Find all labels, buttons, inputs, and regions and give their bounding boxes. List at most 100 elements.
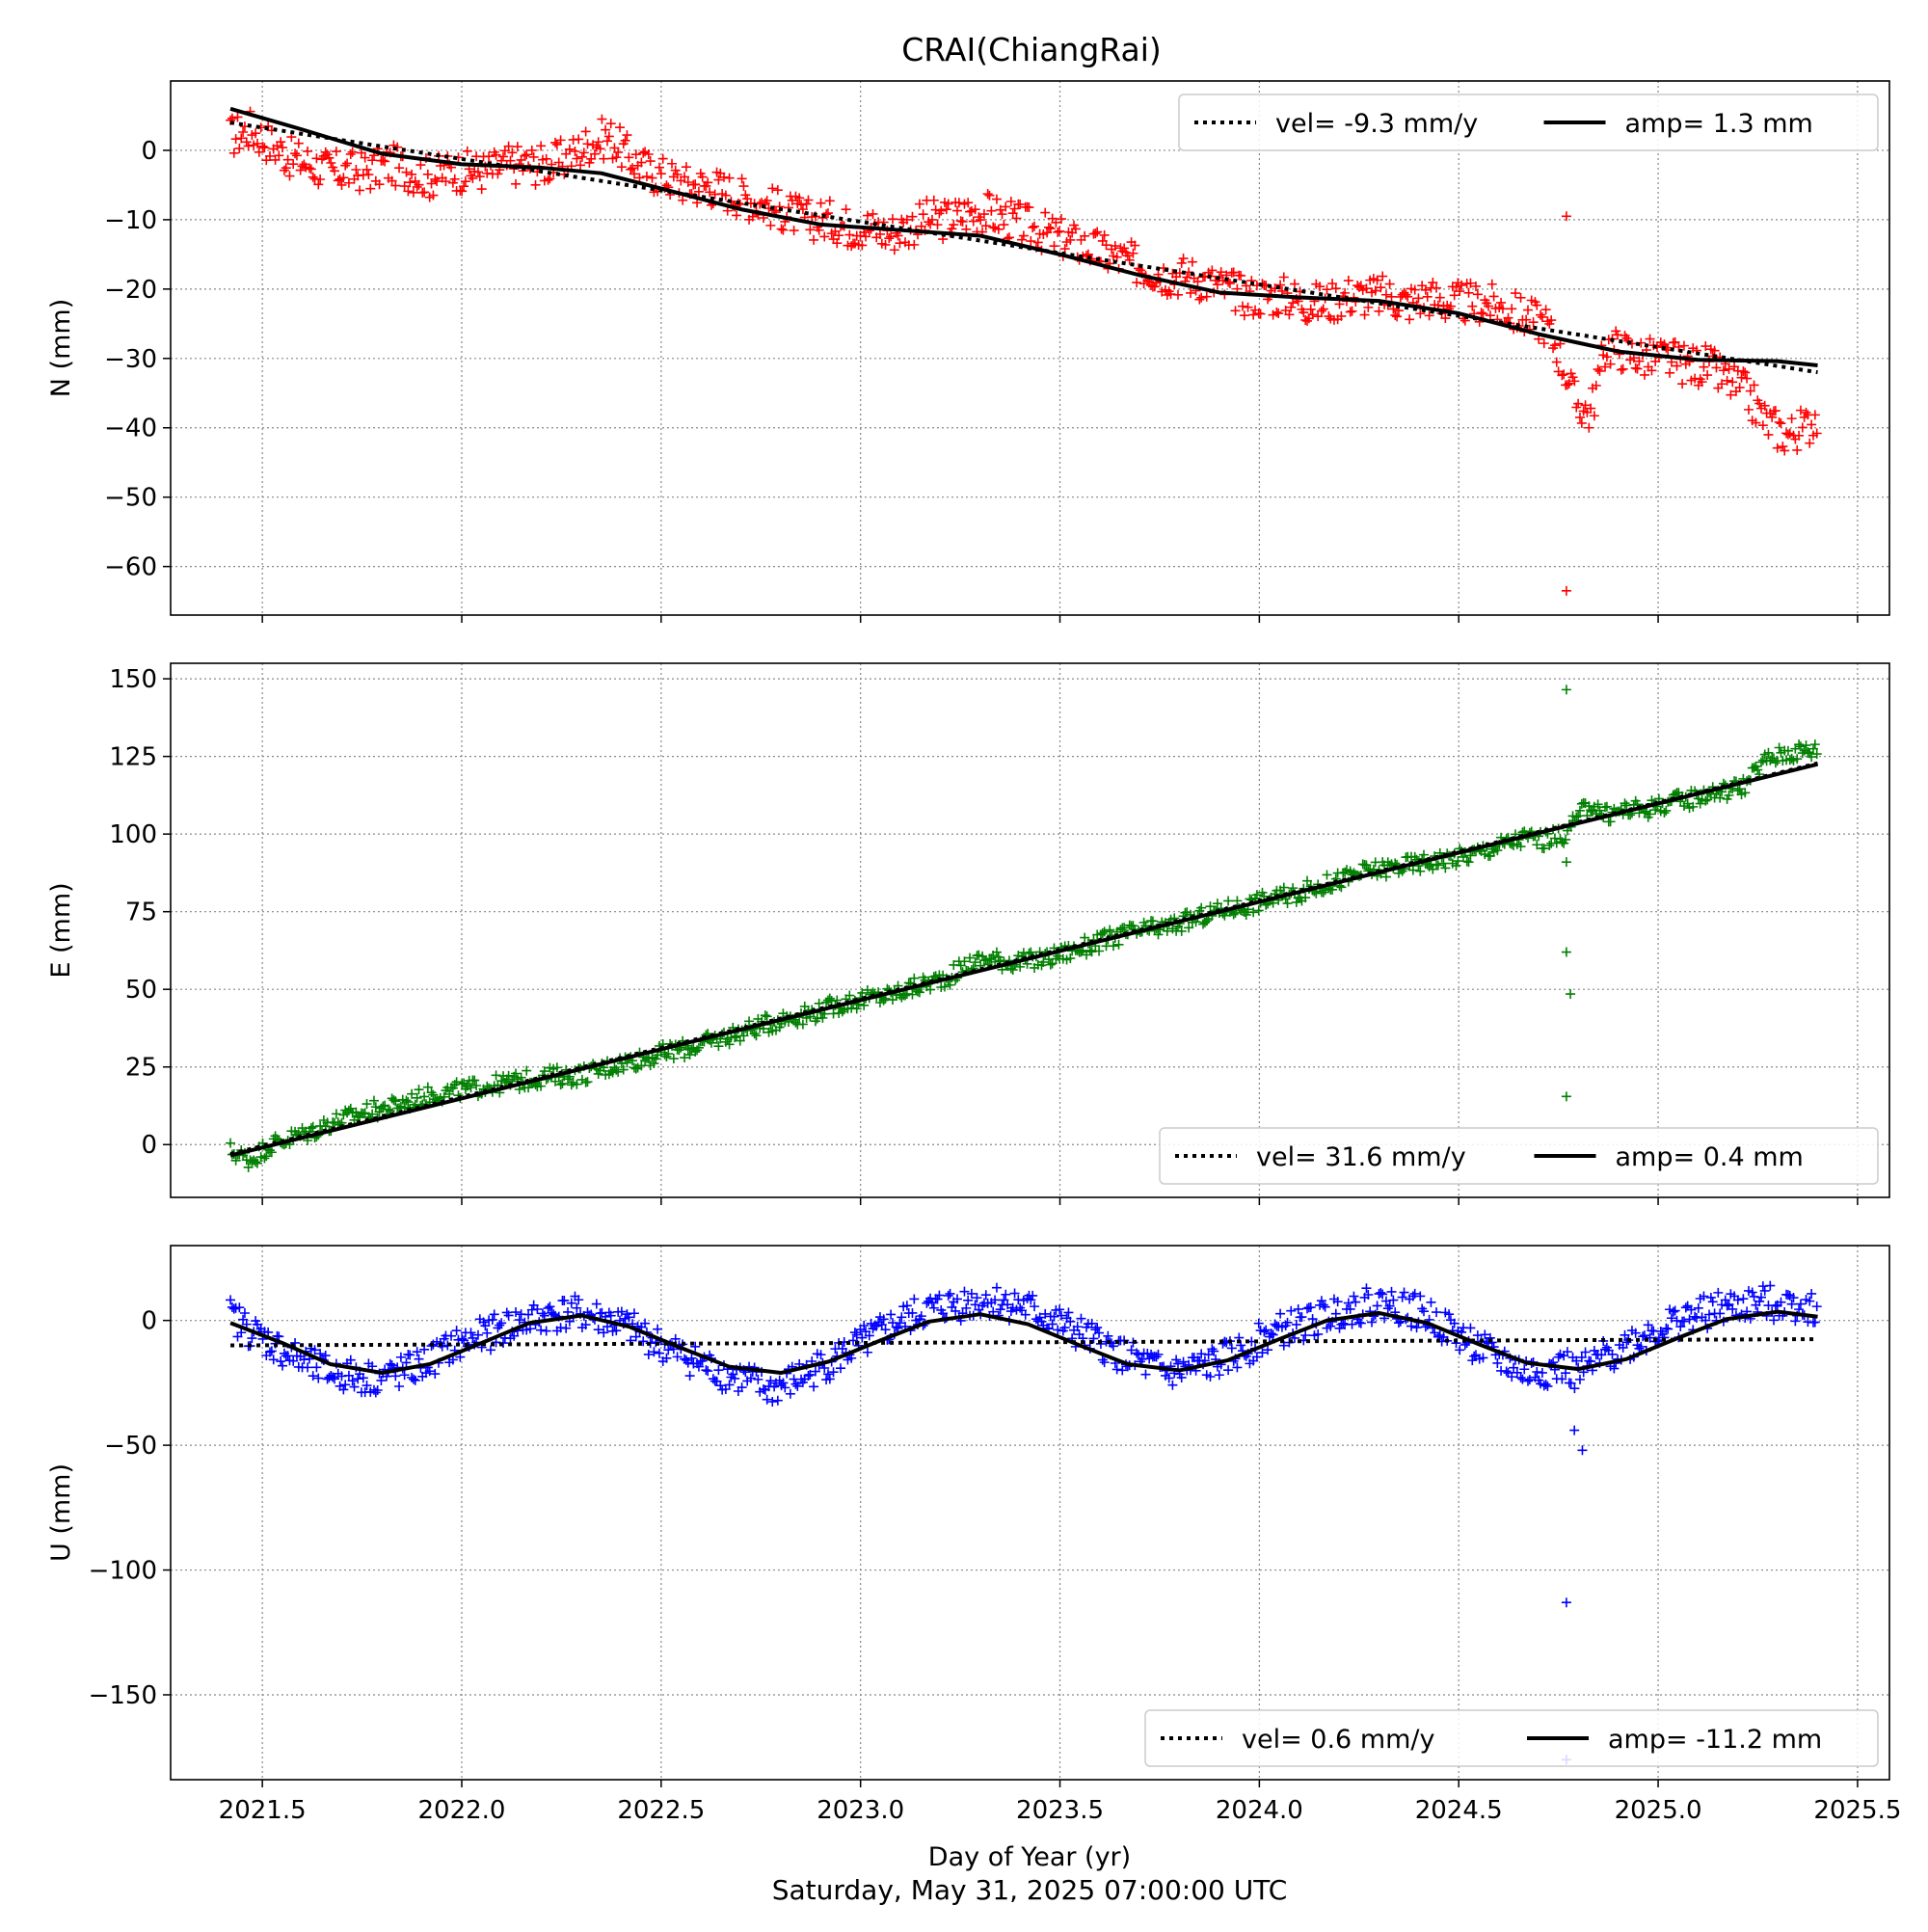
data-point	[1105, 925, 1115, 935]
data-point	[857, 1332, 868, 1343]
data-point	[412, 1092, 422, 1103]
data-point	[444, 1088, 455, 1099]
data-point	[893, 1323, 903, 1333]
data-point	[230, 1155, 241, 1166]
data-point	[1751, 417, 1761, 428]
data-point	[503, 1070, 514, 1081]
data-point	[576, 151, 587, 162]
data-point	[1253, 1318, 1264, 1328]
data-point	[1172, 1358, 1183, 1369]
data-point	[961, 1302, 972, 1313]
data-point	[1053, 227, 1063, 237]
data-point	[1576, 1352, 1587, 1362]
data-point	[1311, 888, 1322, 899]
data-point	[970, 1300, 980, 1310]
data-point	[1286, 1305, 1297, 1316]
data-point	[1153, 1349, 1164, 1359]
data-point	[539, 1066, 549, 1077]
data-point	[414, 1085, 424, 1095]
data-point	[1699, 1291, 1709, 1301]
data-point	[1405, 314, 1415, 325]
data-point	[672, 1352, 683, 1362]
data-point	[1503, 312, 1513, 323]
data-point	[1355, 1318, 1366, 1328]
data-point	[1203, 1350, 1214, 1360]
data-point	[914, 199, 924, 209]
data-point	[1807, 752, 1817, 763]
data-point	[1043, 222, 1054, 232]
data-point	[572, 153, 582, 164]
data-point	[353, 1374, 363, 1384]
data-point	[1573, 398, 1584, 409]
data-point	[537, 1308, 548, 1319]
data-point	[846, 1353, 857, 1363]
data-point	[1415, 1291, 1426, 1301]
data-point	[1740, 367, 1751, 378]
data-point	[667, 158, 678, 169]
data-point	[1316, 306, 1326, 316]
data-point	[1282, 899, 1293, 909]
data-point	[1428, 278, 1438, 288]
data-point	[1480, 1329, 1490, 1340]
data-point	[374, 179, 385, 190]
data-point	[1620, 798, 1630, 809]
data-point	[1201, 916, 1212, 926]
data-point	[336, 179, 347, 190]
data-point	[1055, 226, 1065, 236]
data-point	[1378, 271, 1388, 282]
data-point	[509, 1330, 520, 1341]
data-point	[1316, 1296, 1326, 1306]
data-point	[893, 230, 903, 241]
data-point	[376, 1375, 387, 1385]
data-point	[291, 150, 302, 161]
data-point	[514, 1315, 524, 1326]
data-point	[1092, 1323, 1103, 1333]
data-point	[1047, 1319, 1058, 1329]
data-point	[834, 230, 844, 241]
data-point	[1272, 307, 1282, 317]
data-point	[613, 147, 624, 157]
data-point	[304, 163, 314, 174]
data-point	[616, 1306, 627, 1317]
data-point	[480, 1321, 491, 1331]
data-point	[1419, 849, 1430, 860]
data-point	[848, 1335, 859, 1346]
data-point	[1809, 739, 1820, 750]
data-point	[1700, 795, 1711, 806]
data-point	[1376, 1287, 1386, 1298]
data-point	[1278, 882, 1289, 893]
data-point	[901, 1301, 912, 1311]
data-point	[1230, 306, 1241, 316]
data-point	[451, 1077, 462, 1087]
data-point	[276, 137, 286, 148]
data-point	[1634, 356, 1645, 366]
data-point	[557, 1078, 568, 1088]
data-point	[943, 199, 953, 209]
data-point	[1776, 1297, 1786, 1307]
data-point	[1207, 1344, 1218, 1355]
data-point	[686, 1353, 697, 1363]
data-point	[1715, 1308, 1726, 1319]
data-point	[895, 238, 905, 249]
data-point	[1788, 1293, 1799, 1303]
data-point	[1440, 313, 1451, 324]
y-tick-label: 0	[141, 1307, 157, 1336]
data-point	[1769, 1315, 1780, 1326]
data-point	[862, 1347, 872, 1357]
data-point	[1305, 1302, 1316, 1313]
data-point	[736, 174, 747, 184]
data-point	[1297, 1312, 1307, 1323]
data-point	[1049, 1311, 1059, 1322]
data-point	[593, 137, 603, 148]
data-point	[1757, 420, 1768, 431]
data-point	[1384, 279, 1395, 289]
data-point	[1278, 272, 1289, 282]
data-point	[926, 214, 937, 225]
y-tick-label: −100	[89, 1557, 157, 1586]
data-point	[1596, 1350, 1607, 1360]
plot-frame	[170, 662, 1890, 1198]
data-point	[809, 1382, 819, 1392]
data-point	[1223, 896, 1234, 906]
data-point	[1700, 1315, 1711, 1326]
data-point	[1318, 304, 1328, 314]
